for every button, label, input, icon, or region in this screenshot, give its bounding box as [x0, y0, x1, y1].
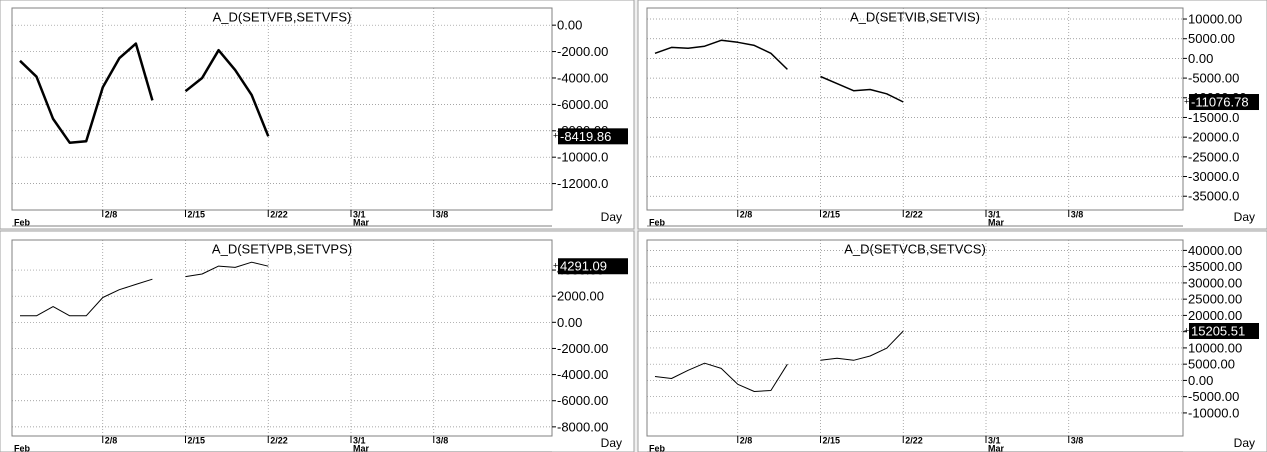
chart-title: A_D(SETVCB,SETVCS): [844, 241, 986, 256]
month-label: Mar: [988, 217, 1005, 227]
y-tick-label: 25000.00: [1188, 292, 1242, 307]
y-tick-label: 40000.00: [1188, 243, 1242, 258]
y-tick-label: -20000.0: [1188, 130, 1239, 145]
x-tick-label: 3/8: [436, 209, 449, 219]
y-tick-label: 0.00: [1188, 51, 1213, 66]
data-line: [19, 42, 270, 144]
data-line: [20, 261, 269, 317]
last-value-label: 15205.51: [1191, 323, 1245, 338]
y-tick-label: 0.00: [1188, 373, 1213, 388]
x-tick-label: 2/15: [823, 435, 841, 445]
plot-area: [646, 239, 1184, 437]
y-tick-label: 0.00: [557, 315, 582, 330]
last-value-box: [1189, 322, 1259, 339]
y-tick-label: 20000.00: [1188, 308, 1242, 323]
x-tick-label: 2/15: [188, 435, 206, 445]
x-tick-label: 2/8: [740, 209, 753, 219]
y-tick-label: -5000.00: [1188, 71, 1239, 86]
x-tick-label: 2/22: [905, 435, 923, 445]
month-label: Mar: [988, 443, 1005, 452]
x-tick-label: 2/8: [105, 209, 118, 219]
y-tick-label: 5000.00: [1188, 357, 1235, 372]
last-value-box: [558, 258, 628, 275]
last-value-label: 4291.09: [560, 259, 607, 274]
chart-title: A_D(SETVFB,SETVFS): [213, 9, 352, 24]
plot-area: [11, 7, 553, 211]
y-tick-label: -15000.0: [1188, 110, 1239, 125]
month-label: Feb: [649, 217, 666, 227]
y-tick-label: -25000.0: [1188, 149, 1239, 164]
y-tick-label: -2000.00: [557, 44, 608, 59]
month-label: Feb: [14, 217, 31, 227]
last-value-marker: +: [1184, 325, 1189, 335]
y-tick-label: 0.00: [557, 18, 582, 33]
y-tick-label: 2000.00: [557, 289, 604, 304]
y-tick-label: 5000.00: [1188, 31, 1235, 46]
x-tick-label: 2/22: [270, 435, 288, 445]
month-label: Feb: [14, 443, 31, 452]
month-label: Mar: [353, 443, 370, 452]
last-value-label: -11076.78: [1191, 94, 1249, 109]
x-tick-label: 2/22: [270, 209, 288, 219]
last-value-box: [558, 128, 628, 145]
y-tick-label: 35000.00: [1188, 259, 1242, 274]
y-tick-label: -10000.0: [557, 150, 608, 165]
last-value-label: -8419.86: [560, 129, 611, 144]
last-value-marker: +: [553, 131, 558, 141]
x-tick-label: 2/15: [188, 209, 206, 219]
plot-area: [646, 7, 1184, 211]
last-value-box: [1189, 94, 1259, 111]
y-tick-label: 30000.00: [1188, 275, 1242, 290]
x-tick-label: 2/15: [823, 209, 841, 219]
x-tick-label: 2/8: [105, 435, 118, 445]
x-axis-label: Day: [601, 210, 622, 224]
y-tick-label: -35000.0: [1188, 189, 1239, 204]
data-line: [654, 330, 904, 392]
x-tick-label: 3/1: [988, 435, 1001, 445]
x-axis-label: Day: [1234, 436, 1255, 450]
y-tick-label: -10000.0: [1188, 405, 1239, 420]
last-value-marker: +: [1184, 96, 1189, 106]
x-tick-label: 2/22: [905, 209, 923, 219]
x-tick-label: 3/1: [353, 209, 366, 219]
x-tick-label: 2/8: [740, 435, 753, 445]
y-tick-label: -4000.00: [557, 70, 608, 85]
y-tick-label: -12000.0: [557, 176, 608, 191]
chart-title: A_D(SETVPB,SETVPS): [212, 241, 352, 256]
month-label: Mar: [353, 217, 370, 227]
y-tick-label: -6000.00: [557, 393, 608, 408]
y-tick-label: -30000.0: [1188, 169, 1239, 184]
x-axis-label: Day: [601, 436, 622, 450]
x-tick-label: 3/8: [1071, 209, 1084, 219]
plot-area: [11, 239, 553, 437]
y-tick-label: 10000.00: [1188, 11, 1242, 26]
last-value-marker: +: [553, 261, 558, 271]
y-tick-label: -6000.00: [557, 97, 608, 112]
data-line: [654, 39, 904, 103]
x-tick-label: 3/8: [436, 435, 449, 445]
y-tick-label: -2000.00: [557, 341, 608, 356]
x-tick-label: 3/8: [1071, 435, 1084, 445]
y-tick-label: -5000.00: [1188, 389, 1239, 404]
x-tick-label: 3/1: [988, 209, 1001, 219]
y-tick-label: 10000.00: [1188, 340, 1242, 355]
x-tick-label: 3/1: [353, 435, 366, 445]
y-tick-label: -8000.00: [557, 419, 608, 434]
chart-title: A_D(SETVIB,SETVIS): [850, 9, 980, 24]
month-label: Feb: [649, 443, 666, 452]
x-axis-label: Day: [1234, 210, 1255, 224]
y-tick-label: -4000.00: [557, 367, 608, 382]
